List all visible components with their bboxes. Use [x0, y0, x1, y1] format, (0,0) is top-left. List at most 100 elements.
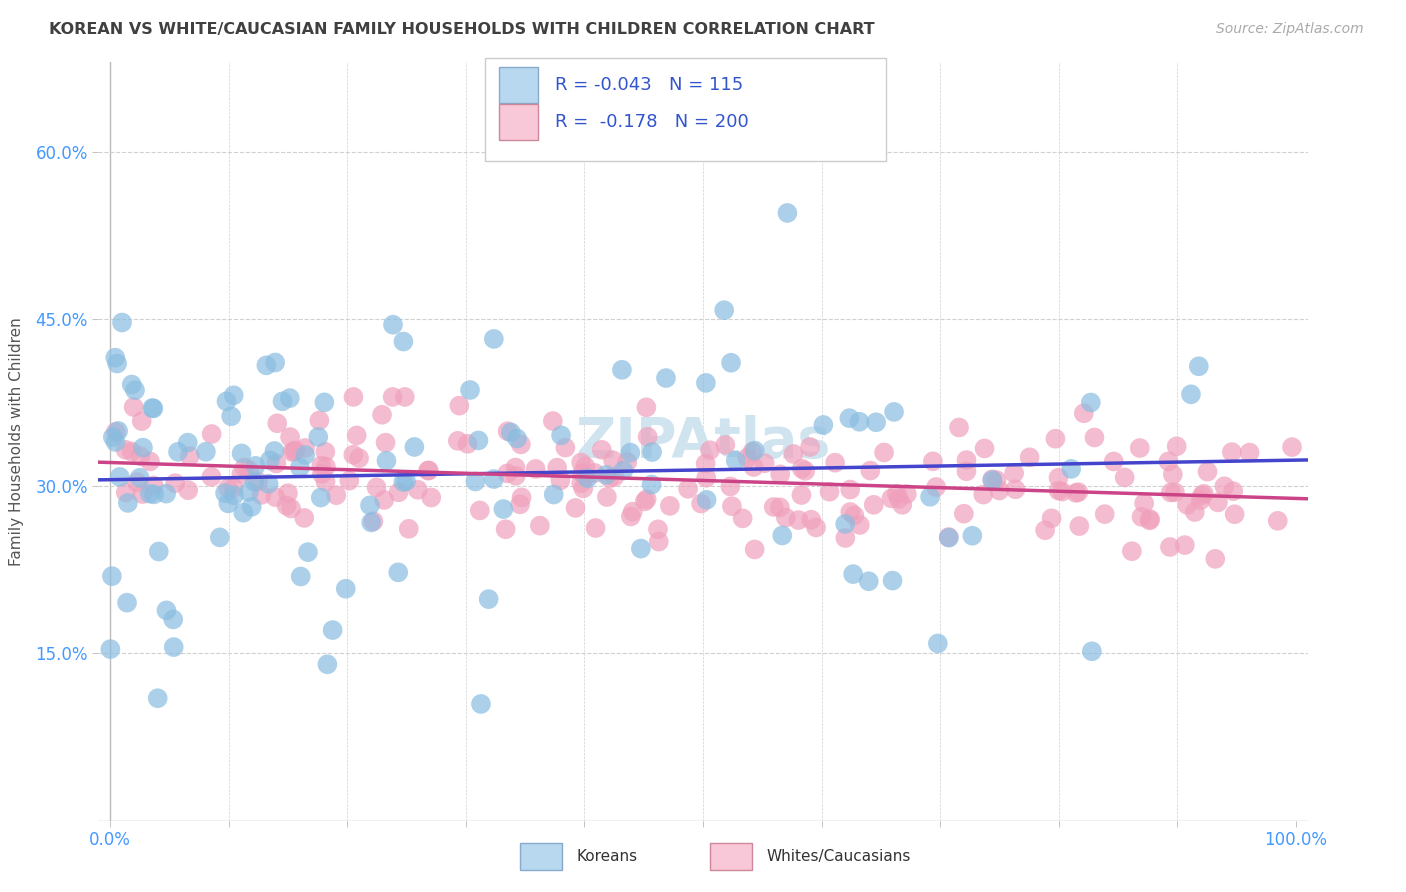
Point — [938, 530, 960, 544]
Point — [162, 612, 184, 626]
Point — [920, 490, 942, 504]
Point — [603, 470, 626, 484]
Point — [676, 482, 699, 496]
Point — [973, 442, 995, 456]
Point — [245, 458, 267, 473]
Point — [690, 497, 713, 511]
Text: ZIPAtlas: ZIPAtlas — [575, 415, 831, 468]
Point — [720, 356, 742, 370]
Point — [104, 425, 127, 439]
Point — [115, 596, 138, 610]
Point — [1166, 439, 1188, 453]
Point — [254, 359, 277, 373]
Point — [108, 470, 131, 484]
Point — [163, 640, 186, 654]
Point — [215, 394, 238, 409]
Point — [387, 485, 409, 500]
Point — [591, 442, 613, 457]
Point — [620, 509, 643, 524]
Point — [955, 453, 977, 467]
Point — [713, 303, 735, 318]
Point — [266, 417, 288, 431]
Point — [1139, 512, 1161, 526]
Point — [208, 530, 231, 544]
Point — [585, 521, 607, 535]
Point — [398, 522, 420, 536]
Point — [143, 487, 166, 501]
Point — [647, 522, 669, 536]
Point — [155, 486, 177, 500]
Point — [416, 464, 439, 478]
Point — [292, 511, 315, 525]
Point — [554, 441, 576, 455]
Point — [696, 492, 718, 507]
Point — [541, 414, 564, 428]
Point — [420, 491, 443, 505]
Text: R = -0.043   N = 115: R = -0.043 N = 115 — [555, 76, 744, 94]
Point — [1080, 395, 1102, 409]
Point — [214, 486, 236, 500]
Point — [1004, 483, 1026, 497]
Point — [1060, 462, 1083, 476]
Point — [238, 484, 260, 499]
Point — [524, 462, 547, 476]
Point — [1045, 432, 1067, 446]
Point — [741, 445, 763, 459]
Point — [165, 476, 187, 491]
Point — [844, 508, 866, 523]
Point — [1040, 511, 1063, 525]
Point — [769, 467, 792, 482]
Point — [1002, 466, 1025, 480]
Point — [311, 467, 333, 481]
Point — [576, 471, 599, 485]
Point — [1133, 496, 1156, 510]
Point — [294, 441, 316, 455]
Point — [224, 488, 246, 502]
Point — [458, 383, 481, 397]
Point — [775, 510, 797, 524]
Point — [374, 435, 396, 450]
Point — [131, 414, 153, 428]
Point — [131, 487, 153, 501]
Point — [373, 492, 395, 507]
Point — [948, 420, 970, 434]
Point — [1189, 493, 1212, 508]
Point — [839, 505, 862, 519]
Point — [283, 444, 305, 458]
Point — [636, 492, 658, 507]
Point — [363, 514, 385, 528]
Point — [804, 520, 827, 534]
Point — [721, 499, 744, 513]
Point — [1121, 544, 1143, 558]
Point — [495, 522, 517, 536]
Point — [546, 460, 568, 475]
Point — [1159, 540, 1181, 554]
Point — [177, 435, 200, 450]
Point — [155, 603, 177, 617]
Point — [509, 497, 531, 511]
Point — [449, 399, 471, 413]
Point — [346, 428, 368, 442]
Point — [231, 467, 253, 481]
Point — [104, 434, 127, 449]
Point — [468, 503, 491, 517]
Point — [142, 478, 165, 492]
Point — [1067, 485, 1090, 500]
Point — [222, 388, 245, 402]
Point — [101, 569, 124, 583]
Point — [482, 472, 505, 486]
Point — [478, 592, 501, 607]
Point — [457, 437, 479, 451]
Point — [231, 446, 253, 460]
Point — [858, 574, 880, 589]
Point — [938, 531, 960, 545]
Text: KOREAN VS WHITE/CAUCASIAN FAMILY HOUSEHOLDS WITH CHILDREN CORRELATION CHART: KOREAN VS WHITE/CAUCASIAN FAMILY HOUSEHO… — [49, 22, 875, 37]
Point — [1267, 514, 1289, 528]
Point — [1164, 485, 1187, 500]
Point — [1197, 465, 1219, 479]
Point — [222, 481, 245, 495]
Point — [569, 456, 592, 470]
Point — [381, 390, 404, 404]
Point — [375, 454, 398, 468]
Point — [250, 488, 273, 502]
